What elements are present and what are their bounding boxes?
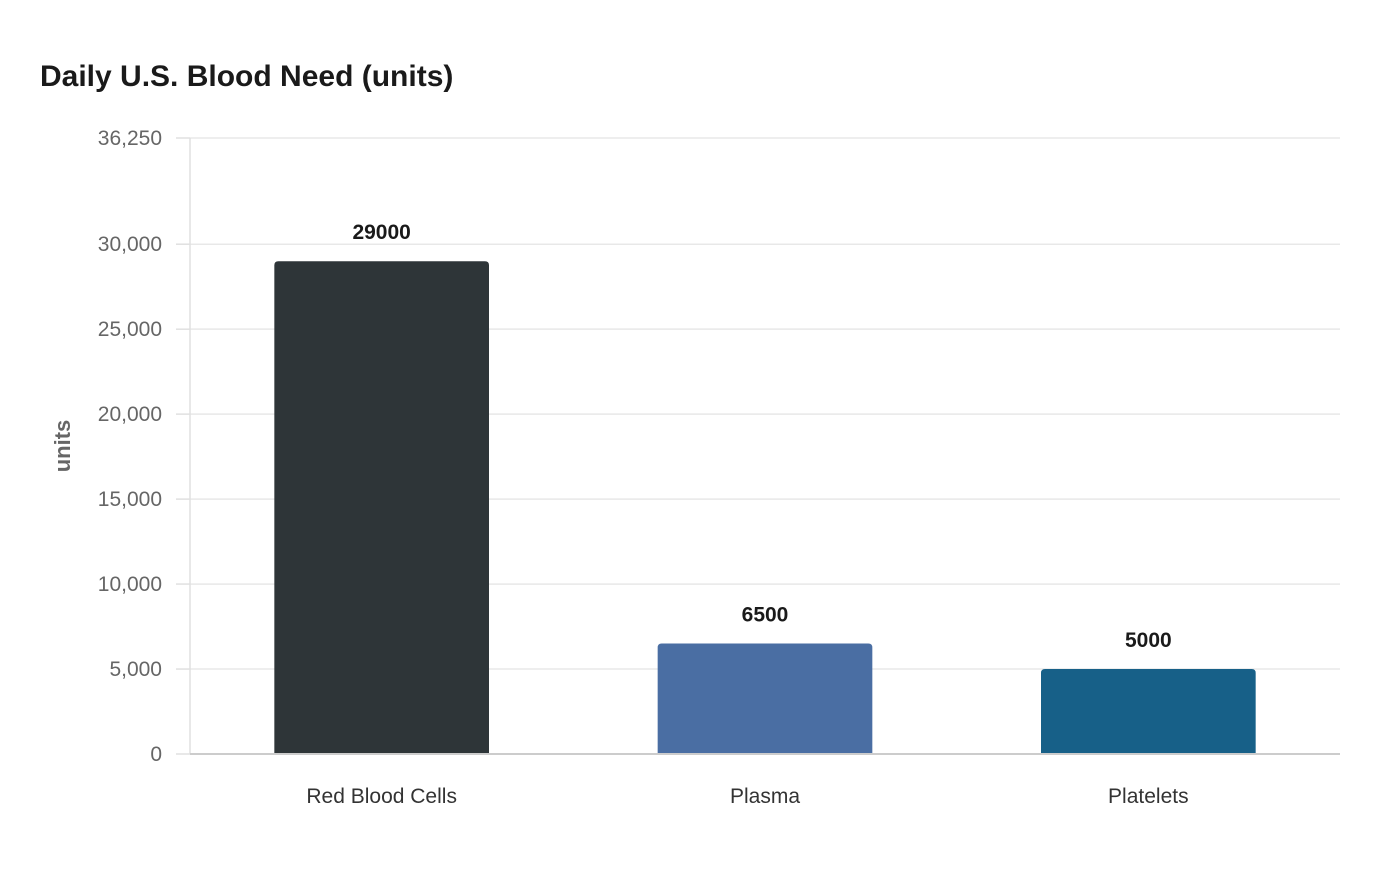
x-tick-label: Platelets [1108,785,1189,808]
labels: 0 5,000 10,000 15,000 20,000 25,000 30,000 36,2… [98,127,1189,808]
y-tick-label: 25,000 [98,318,162,341]
x-tick-label: Plasma [730,785,800,808]
y-tick-label: 20,000 [98,403,162,426]
data-label: 5000 [1125,629,1172,652]
y-tick-label: 5,000 [109,658,162,681]
bar-platelets [1041,669,1256,754]
y-tick-label: 10,000 [98,573,162,596]
data-label: 29000 [352,221,410,244]
x-tick-label: Red Blood Cells [306,785,457,808]
bars [274,261,1256,754]
data-label: 6500 [742,604,789,627]
chart-title: Daily U.S. Blood Need (units) [40,60,454,93]
y-tick-label: 15,000 [98,488,162,511]
bar-red-blood-cells [274,261,489,754]
y-tick-label: 0 [150,743,162,766]
y-tick-label: 36,250 [98,127,162,150]
axes [176,137,1340,755]
y-axis-title: units [50,420,75,473]
bar-plasma [657,643,873,754]
y-tick-label: 30,000 [98,233,162,256]
